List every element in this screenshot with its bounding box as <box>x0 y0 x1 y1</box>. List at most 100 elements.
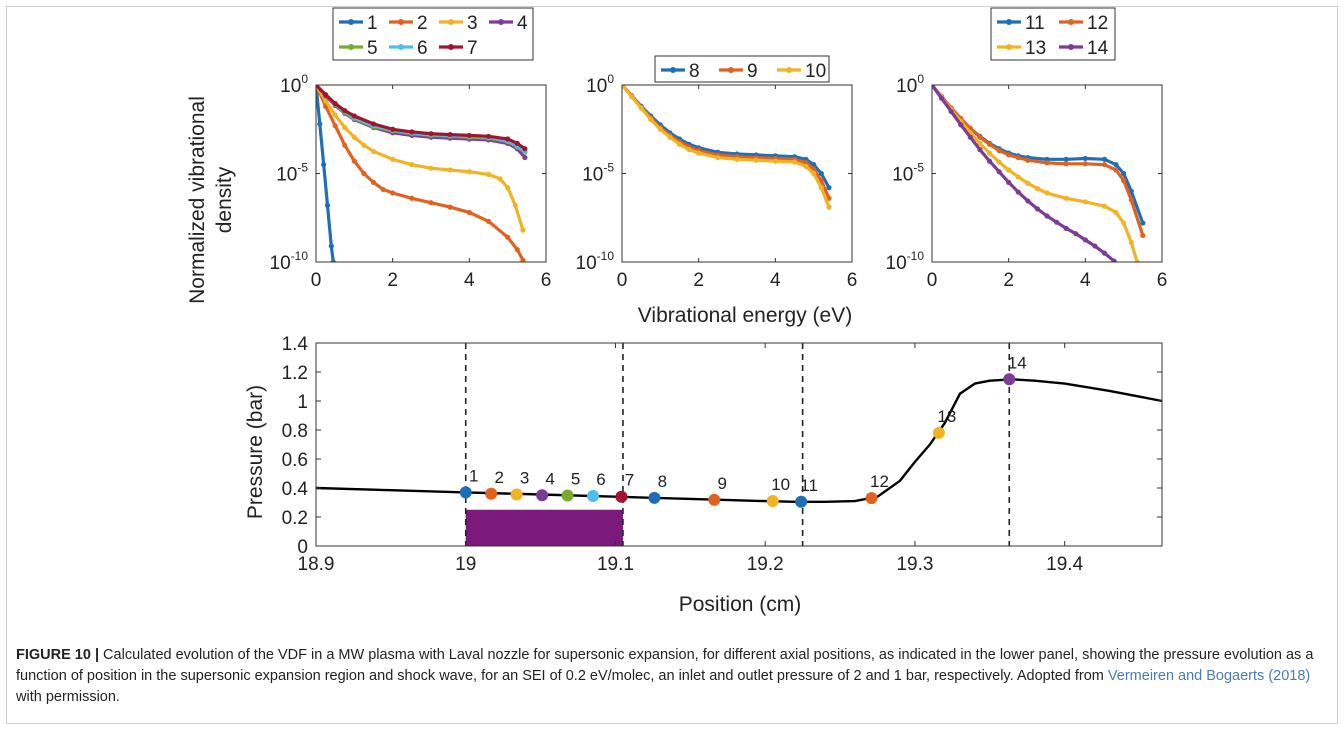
series-point-13 <box>1128 239 1134 246</box>
series-point-2 <box>409 195 415 201</box>
series-point-13 <box>977 140 983 147</box>
series-point-14 <box>1015 189 1021 195</box>
legend-marker-13 <box>1006 44 1012 50</box>
position-point-10 <box>766 495 779 508</box>
series-group <box>622 85 832 210</box>
series-point-10 <box>622 85 625 88</box>
series-point-1 <box>317 121 323 127</box>
series-point-12 <box>1025 157 1031 163</box>
y-tick-label: 100 <box>896 72 924 97</box>
series-point-3 <box>409 162 415 168</box>
y-tick-label: 1.4 <box>282 334 309 355</box>
y-tick-base: 10 <box>586 76 607 97</box>
legend-label-9: 9 <box>747 61 758 82</box>
x-tick-label: 6 <box>1157 270 1168 291</box>
y-tick-base: 10 <box>582 165 603 186</box>
top-ylabel-line2: density <box>213 166 236 233</box>
legend-marker-5 <box>348 44 354 50</box>
position-point-4 <box>536 489 549 502</box>
x-tick-label: 0 <box>617 270 628 291</box>
top-ylabel: Normalized vibrational density <box>186 96 236 304</box>
position-label-7: 7 <box>625 471 634 490</box>
series-point-12 <box>1140 232 1146 239</box>
series-point-2 <box>466 209 472 216</box>
series-point-2 <box>370 179 377 185</box>
legend-label-3: 3 <box>467 13 478 34</box>
series-point-8 <box>811 162 817 168</box>
legend-marker-1 <box>348 19 354 25</box>
position-point-9 <box>708 493 721 506</box>
series-point-10 <box>628 93 635 100</box>
series-point-14 <box>1025 198 1031 204</box>
series-line-10 <box>622 85 831 208</box>
position-point-14 <box>1003 373 1016 386</box>
series-line-13 <box>932 85 1139 262</box>
series-point-13 <box>1025 180 1031 186</box>
series-point-7 <box>351 113 357 119</box>
bottom-ylabel: Pressure (bar) <box>244 385 267 519</box>
series-point-10 <box>826 204 832 210</box>
series-point-2 <box>447 204 453 210</box>
series-point-7 <box>485 133 492 139</box>
series-point-3 <box>447 167 453 173</box>
position-point-6 <box>587 489 600 502</box>
series-point-12 <box>977 134 983 140</box>
series-point-13 <box>1034 185 1041 192</box>
series-group <box>932 85 1146 262</box>
position-label-11: 11 <box>800 476 818 495</box>
position-label-14: 14 <box>1008 353 1027 372</box>
x-tick-label: 0 <box>927 270 938 291</box>
series-point-13 <box>1015 174 1021 180</box>
legend-marker-12 <box>1068 19 1074 25</box>
y-tick-label: 10-10 <box>270 249 309 274</box>
series-point-10 <box>696 150 702 156</box>
series-point-3 <box>351 134 357 140</box>
position-point-8 <box>648 491 661 504</box>
legend-marker-7 <box>448 44 454 50</box>
series-point-7 <box>428 131 434 137</box>
y-tick-label: 0.2 <box>282 508 308 529</box>
legend-label-1: 1 <box>367 13 378 34</box>
series-point-10 <box>667 134 673 140</box>
series-point-14 <box>996 169 1002 175</box>
series-point-2 <box>428 200 434 206</box>
series-point-12 <box>996 147 1002 154</box>
series-point-7 <box>390 126 396 132</box>
series-point-11 <box>1101 156 1108 162</box>
series-point-7 <box>466 132 472 139</box>
legend-label-13: 13 <box>1025 38 1046 59</box>
series-point-13 <box>996 159 1002 165</box>
region-bar <box>465 509 623 546</box>
series-point-3 <box>497 176 503 182</box>
position-label-13: 13 <box>937 407 956 426</box>
legend-label-14: 14 <box>1087 38 1109 59</box>
series-point-14 <box>1082 237 1088 243</box>
series-point-13 <box>1063 195 1069 201</box>
series-point-14 <box>932 85 935 88</box>
series-point-1 <box>324 202 331 208</box>
series-point-13 <box>986 150 993 156</box>
legend-marker-10 <box>786 67 792 73</box>
caption-reference-link[interactable]: Vermeiren and Bogaerts (2018) <box>1107 668 1311 684</box>
series-point-13 <box>1006 167 1012 173</box>
caption-text-end: with permission. <box>16 689 120 705</box>
series-point-10 <box>715 154 721 161</box>
y-tick-label: 1 <box>297 392 308 413</box>
x-tick-label: 4 <box>464 270 475 291</box>
legend-label-12: 12 <box>1087 13 1108 34</box>
y-tick-exponent: -10 <box>597 249 615 263</box>
series-point-13 <box>1121 220 1127 226</box>
series-point-10 <box>676 141 683 147</box>
legend-box <box>332 7 534 61</box>
series-point-3 <box>520 227 526 233</box>
legend-label-10: 10 <box>805 61 826 82</box>
series-point-14 <box>1006 179 1012 185</box>
series-point-3 <box>322 98 329 104</box>
series-point-7 <box>370 121 377 127</box>
y-tick-base: 10 <box>896 76 917 97</box>
series-point-3 <box>512 202 518 208</box>
